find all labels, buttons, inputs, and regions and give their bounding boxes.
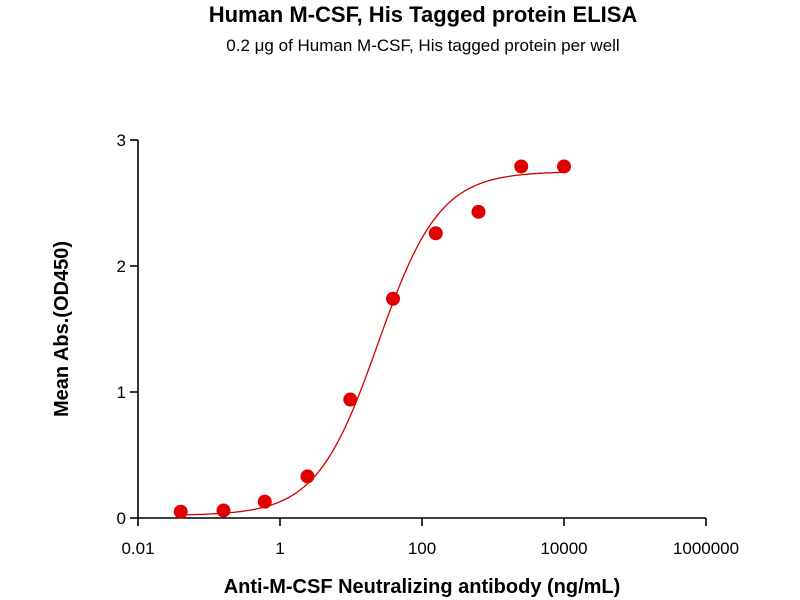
data-point [557,159,571,174]
x-tick-label: 1000000 [673,539,739,558]
y-tick-label: 3 [117,131,126,150]
y-ticks: 0 1 2 3 [117,131,138,528]
y-tick-label: 2 [117,257,126,276]
data-point [216,503,231,518]
x-ticks: 0.01 1 100 10000 1000000 [121,518,739,558]
y-tick-label: 1 [117,383,126,402]
axes [137,140,706,519]
y-axis-label: Mean Abs.(OD450) [51,241,73,417]
chart-title: Human M-CSF, His Tagged protein ELISA [208,2,638,27]
data-point [471,204,486,219]
data-point [428,226,443,241]
data-point [300,469,315,484]
data-point [343,392,358,407]
y-tick-label: 0 [117,509,126,528]
chart-subtitle: 0.2 μg of Human M-CSF, His tagged protei… [226,36,620,55]
x-tick-label: 0.01 [121,539,154,558]
fit-curve [180,171,565,516]
data-point [257,494,272,509]
x-tick-label: 100 [408,539,436,558]
data-point [173,504,188,519]
x-axis-label: Anti-M-CSF Neutralizing antibody (ng/mL) [224,576,621,598]
x-tick-label: 10000 [540,539,587,558]
data-point [514,159,529,174]
x-tick-label: 1 [275,539,284,558]
data-point [386,291,401,306]
data-points [173,159,571,519]
